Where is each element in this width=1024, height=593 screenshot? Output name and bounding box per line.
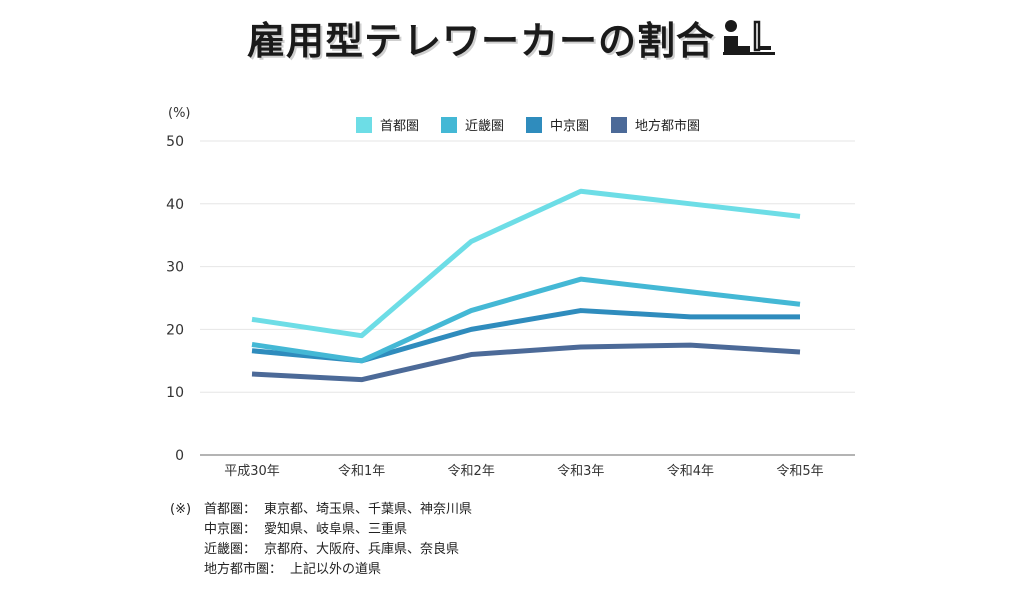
- x-tick-label: 令和5年: [776, 464, 823, 479]
- y-tick-label: 0: [175, 448, 184, 464]
- label-layer: 0 10 20 30 40 50 平成30年 令和1年 令和2年 令和3年 令和4年 令和5年: [166, 134, 823, 479]
- legend-swatch: [526, 116, 543, 133]
- y-tick-label: 10: [166, 385, 184, 401]
- legend-item-chiho: 地方都市圏: [611, 115, 700, 134]
- legend-swatch: [441, 116, 458, 133]
- x-tick-label: 令和3年: [557, 464, 604, 479]
- legend-swatch: [611, 116, 628, 133]
- series-line-0: [251, 188, 801, 339]
- footnote-row: 地方都市圏： 上記以外の道県: [170, 560, 472, 580]
- series-layer: [251, 188, 801, 383]
- title-wrap: 雇用型テレワーカーの割合: [0, 10, 1024, 65]
- footnote-row: (※) 首都圏： 東京都、埼玉県、千葉県、神奈川県: [170, 500, 472, 520]
- legend-item-chukyo: 中京圏: [526, 115, 589, 134]
- footnote-text: 愛知県、岐阜県、三重県: [264, 522, 408, 537]
- series-line-2: [251, 308, 800, 364]
- chart-legend: 首都圏 近畿圏 中京圏 地方都市圏: [356, 115, 700, 134]
- page-title: 雇用型テレワーカーの割合: [246, 19, 715, 63]
- footnote-text: 上記以外の道県: [290, 562, 382, 577]
- x-tick-label: 令和2年: [448, 464, 495, 479]
- footnote-row: 中京圏： 愛知県、岐阜県、三重県: [170, 520, 472, 540]
- y-tick-label: 30: [166, 260, 184, 276]
- legend-label: 近畿圏: [465, 119, 505, 134]
- footnote-label: 首都圏：: [204, 502, 257, 517]
- legend-label: 首都圏: [380, 119, 420, 134]
- y-tick-label: 20: [166, 322, 184, 338]
- y-tick-label: 50: [166, 134, 184, 150]
- footnote-text: 東京都、埼玉県、千葉県、神奈川県: [264, 502, 473, 517]
- legend-label: 地方都市圏: [635, 119, 701, 134]
- grid-layer: [200, 140, 855, 456]
- y-axis-unit: (%): [168, 106, 191, 121]
- legend-swatch: [356, 116, 372, 133]
- y-tick-label: 40: [166, 197, 184, 213]
- footnote-mark: (※): [170, 502, 192, 517]
- footnote-label: 近畿圏：: [204, 542, 257, 557]
- footnote-label: 中京圏：: [204, 522, 257, 537]
- x-tick-label: 平成30年: [224, 464, 280, 479]
- series-line-1: [251, 276, 801, 364]
- x-tick-label: 令和1年: [338, 464, 385, 479]
- legend-item-kinki: 近畿圏: [441, 115, 504, 134]
- footnote-text: 京都府、大阪府、兵庫県、奈良県: [264, 542, 460, 557]
- footnotes: (※) 首都圏： 東京都、埼玉県、千葉県、神奈川県 中京圏： 愛知県、岐阜県、三…: [170, 500, 472, 580]
- legend-label: 中京圏: [550, 119, 590, 134]
- series-line-3: [251, 342, 801, 383]
- legend-item-shutoken: 首都圏: [356, 115, 419, 134]
- x-tick-label: 令和4年: [667, 464, 714, 479]
- footnote-label: 地方都市圏：: [204, 562, 283, 577]
- footnote-row: 近畿圏： 京都府、大阪府、兵庫県、奈良県: [170, 540, 472, 560]
- person-at-computer-icon: [721, 16, 777, 60]
